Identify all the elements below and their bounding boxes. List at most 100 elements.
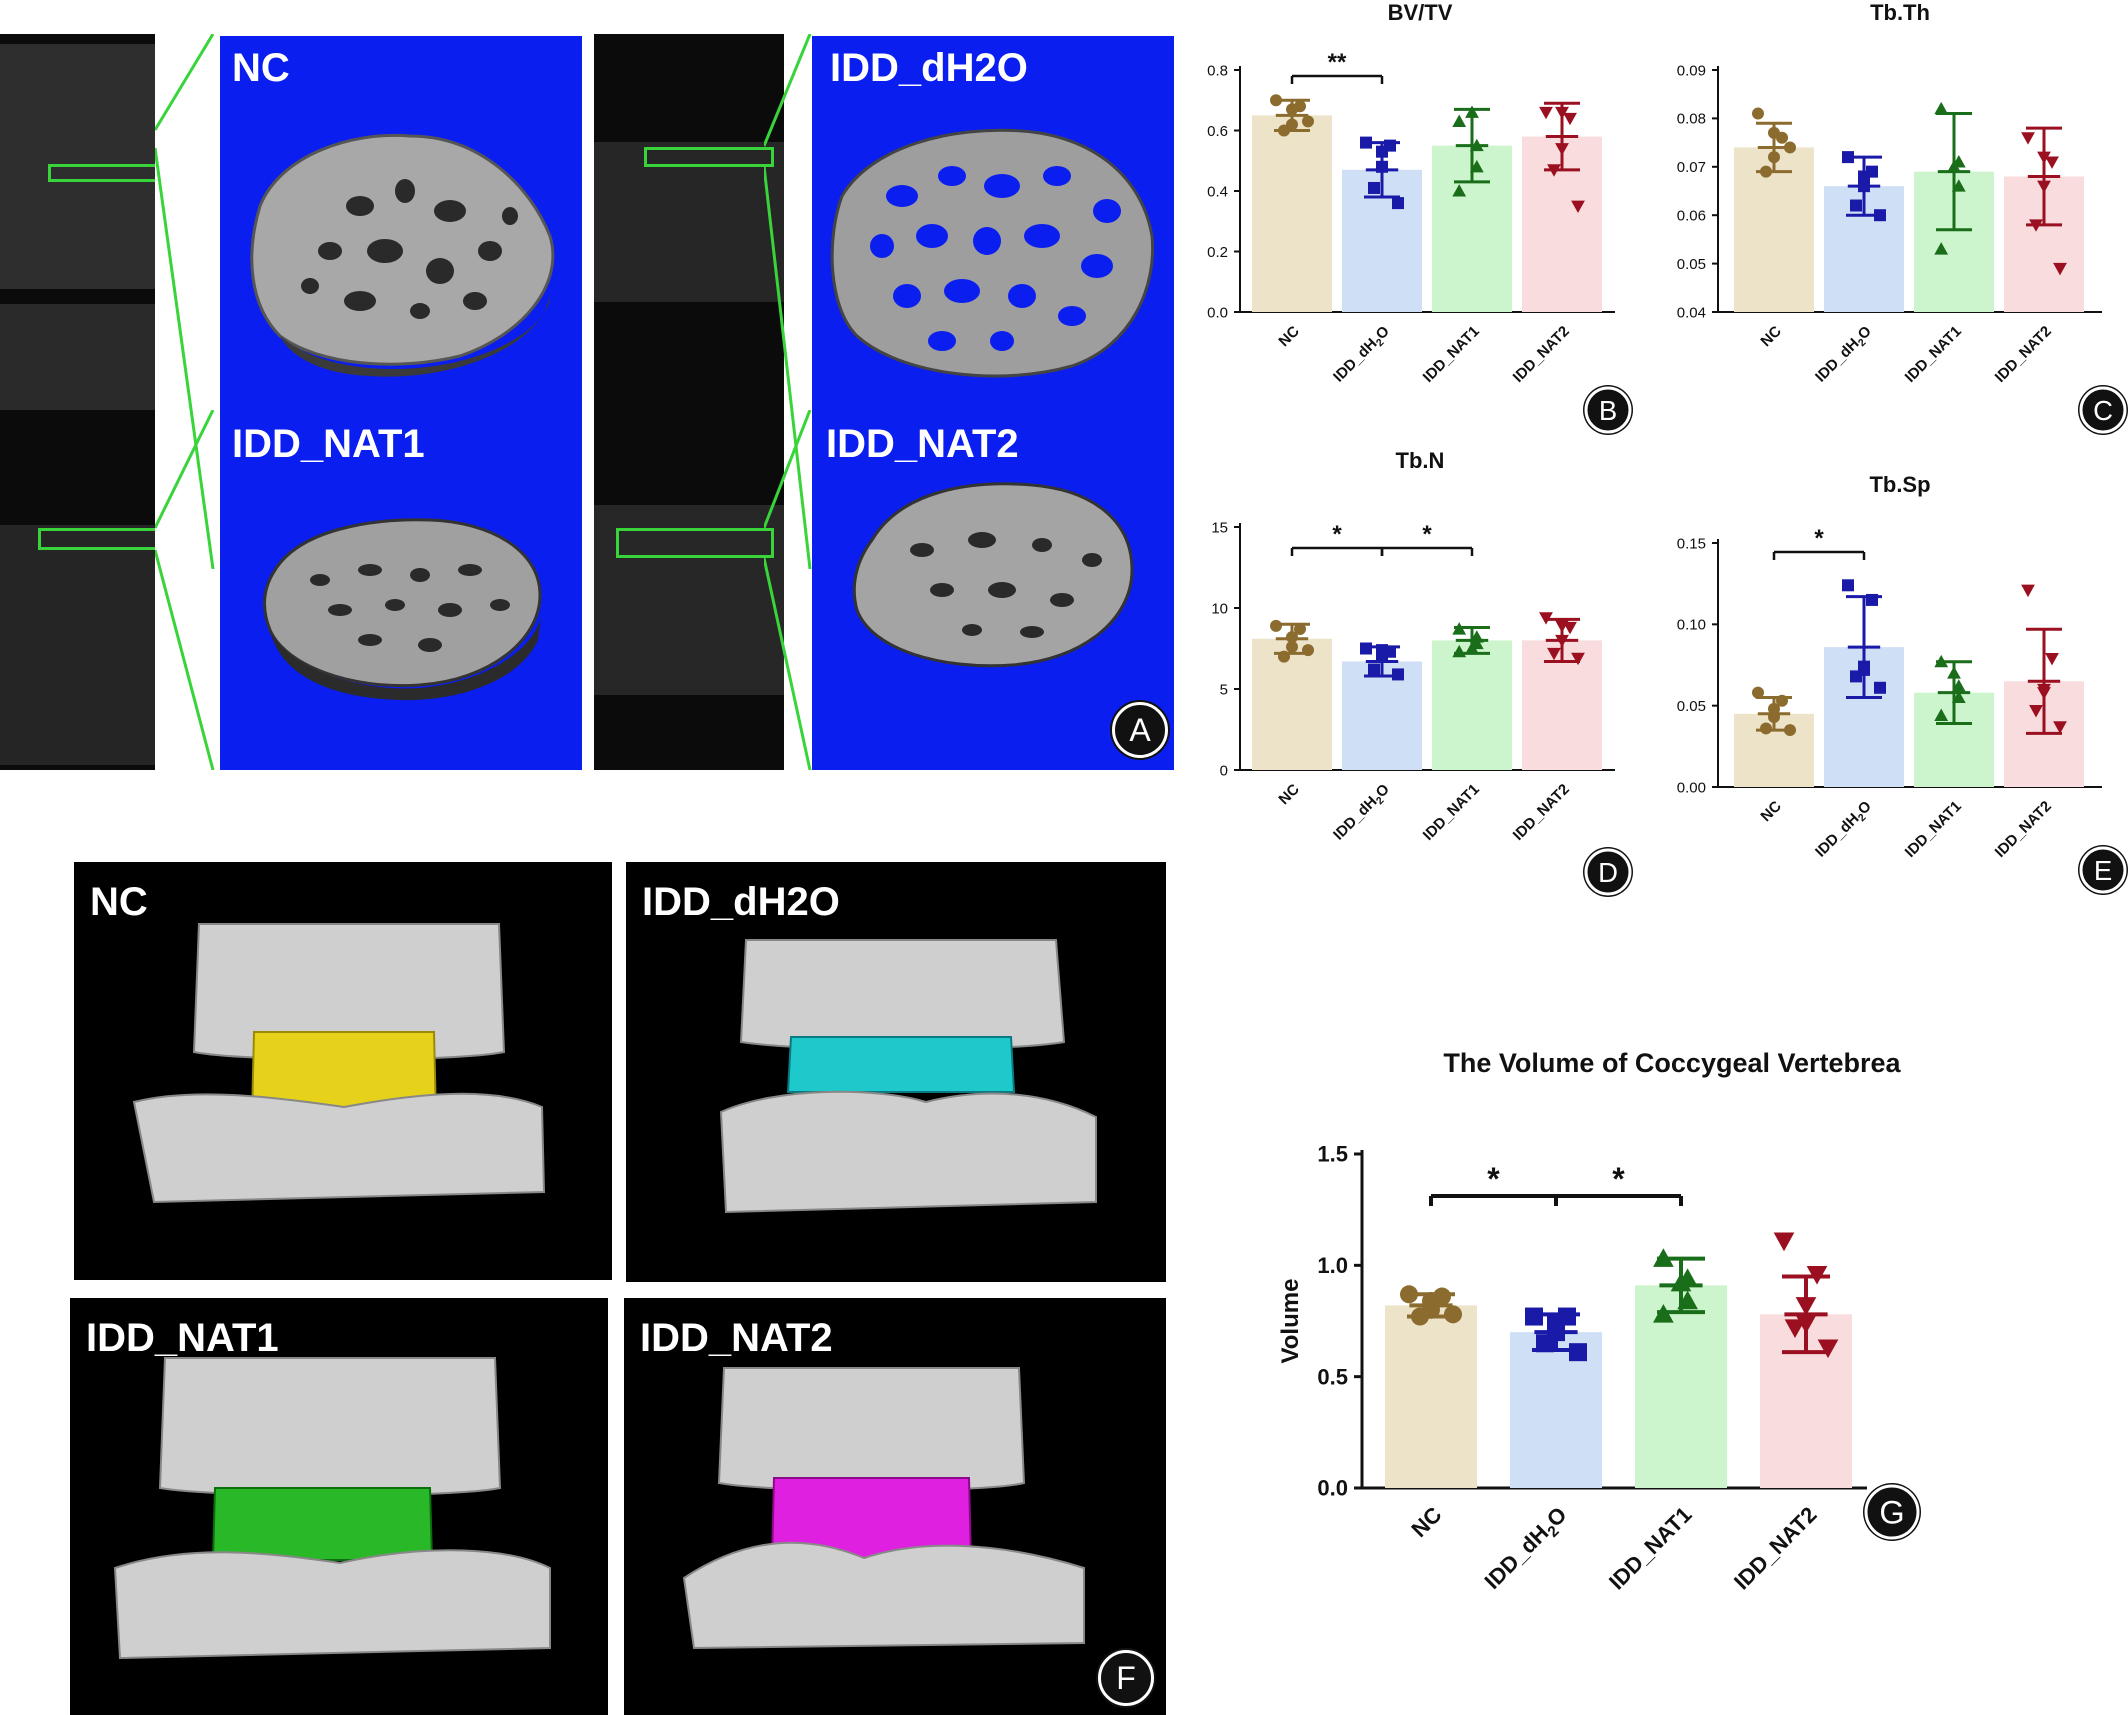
panel-label-text: B	[1599, 395, 1617, 426]
data-point	[1539, 612, 1553, 625]
bar-nc	[1252, 115, 1332, 312]
panel-f-title-idd-nat2: IDD_NAT2	[640, 1316, 833, 1360]
y-tick-label: 0.8	[1207, 62, 1228, 79]
bar-idd_dh2o	[1510, 1332, 1602, 1488]
panel-f-label: F	[1098, 1650, 1154, 1706]
data-point	[2053, 721, 2067, 734]
data-point	[1842, 151, 1854, 164]
y-tick-label: 0.07	[1677, 159, 1706, 176]
data-point	[2045, 652, 2059, 666]
x-tick-label: IDD_NAT1	[1604, 1502, 1697, 1595]
data-point	[1555, 143, 1569, 156]
data-point	[1677, 1290, 1698, 1310]
data-point	[1400, 1285, 1418, 1304]
bar-idd_dh2o	[1342, 661, 1422, 770]
data-point	[1951, 179, 1966, 192]
data-point	[1302, 115, 1314, 128]
y-tick-label: 0.2	[1207, 244, 1228, 261]
data-point	[1547, 1314, 1565, 1333]
zoom-lines	[764, 34, 812, 569]
data-point	[1469, 138, 1484, 152]
chart-title: Tb.N	[1396, 448, 1445, 473]
data-point	[1817, 1339, 1839, 1359]
x-tick-label: IDD_dH2O	[1480, 1502, 1575, 1597]
data-point	[1465, 105, 1479, 118]
x-tick-label: NC	[1275, 781, 1302, 808]
y-tick-label: 0.04	[1677, 304, 1706, 321]
data-point	[1795, 1297, 1817, 1316]
data-point	[1784, 1319, 1806, 1339]
roi-box	[48, 164, 155, 182]
y-tick-label: 0.6	[1207, 123, 1228, 140]
x-tick-label: IDD_dH2O	[1812, 798, 1877, 863]
roi-box	[616, 528, 774, 558]
panel-label-circle	[1584, 386, 1632, 434]
data-point	[1555, 620, 1569, 633]
panel-label-text: G	[1879, 1495, 1904, 1531]
data-point	[2053, 262, 2067, 276]
data-point	[1866, 593, 1878, 606]
chart-tb-sp: Tb.Sp 0.00 0.05 0.10 0.15 NC IDD_dH2O IDD_NAT1 I…	[1677, 472, 2128, 895]
panel-label-circle	[1584, 848, 1632, 896]
y-tick-label: 0.5	[1317, 1364, 1348, 1389]
panel-label-circle	[1864, 1484, 1920, 1540]
data-point	[1270, 619, 1282, 632]
data-point	[2029, 705, 2043, 718]
chart-tb-n: Tb.N 0 5 10 15 NC IDD_dH2O IDD_NAT1 IDD_NAT2 * * D	[1211, 448, 1633, 897]
data-point	[1858, 180, 1870, 193]
data-point	[2037, 687, 2051, 700]
data-point	[2021, 132, 2035, 145]
data-point	[1360, 642, 1372, 655]
y-tick-label: 15	[1211, 519, 1228, 536]
data-point	[2037, 151, 2051, 165]
data-point	[1286, 103, 1298, 116]
reconstruction-idd-nat2: IDD_NAT2 F	[624, 1298, 1166, 1715]
x-tick-label: IDD_NAT2	[1729, 1502, 1822, 1595]
microct-3d-idd-nat1: IDD_NAT1	[220, 410, 582, 770]
zoom-lines	[155, 410, 215, 770]
data-point	[1368, 663, 1380, 676]
data-point	[1376, 160, 1388, 173]
data-point	[1776, 694, 1788, 707]
panel-a-title-idd-dh2o: IDD_dH2O	[830, 46, 1028, 90]
y-tick-label: 1.5	[1317, 1142, 1348, 1167]
roi-box	[644, 147, 774, 167]
panel-a-title-nc: NC	[232, 46, 290, 90]
y-tick-label: 0	[1220, 762, 1228, 779]
data-point	[1934, 101, 1949, 115]
significance-star: *	[1332, 521, 1342, 548]
panel-a-label: A	[1112, 702, 1168, 758]
vertebra-disc-idd-nat1	[113, 1357, 551, 1660]
data-point	[1469, 159, 1484, 173]
data-point	[1569, 1343, 1587, 1362]
y-tick-label: 0.09	[1677, 62, 1706, 79]
data-point	[1555, 106, 1569, 120]
data-point	[1947, 666, 1961, 679]
y-tick-label: 0.4	[1207, 183, 1228, 200]
y-tick-label: 0.06	[1677, 207, 1706, 224]
x-tick-label: IDD_NAT1	[1902, 323, 1965, 386]
x-tick-label: NC	[1757, 323, 1784, 350]
data-point	[1563, 112, 1577, 126]
data-point	[1302, 644, 1314, 657]
data-point	[1270, 94, 1282, 107]
panel-f-title-idd-dh2o: IDD_dH2O	[642, 880, 840, 924]
data-point	[1653, 1303, 1674, 1323]
x-tick-label: IDD_NAT1	[1902, 798, 1965, 861]
significance-star: *	[1814, 525, 1824, 552]
bar-idd_nat1	[1432, 640, 1512, 770]
chart-title: The Volume of Coccygeal Vertebrea	[1443, 1048, 1901, 1078]
y-tick-label: 0.10	[1677, 617, 1706, 634]
bar-idd_nat1	[1635, 1285, 1727, 1488]
data-point	[1571, 200, 1585, 214]
data-point	[2045, 156, 2059, 169]
trabecular-bone-idd-dh2o	[830, 128, 1155, 378]
y-tick-label: 5	[1220, 681, 1228, 698]
chart-coccygeal-volume: The Volume of Coccygeal Vertebrea Volume 0…	[1277, 1048, 1921, 1597]
x-tick-label: IDD_dH2O	[1330, 323, 1395, 388]
data-point	[1547, 164, 1561, 177]
y-tick-label: 0.0	[1207, 304, 1228, 321]
chart-title: Tb.Sp	[1869, 472, 1930, 497]
y-tick-label: 10	[1211, 600, 1228, 617]
x-tick-label: IDD_NAT2	[1510, 781, 1573, 844]
